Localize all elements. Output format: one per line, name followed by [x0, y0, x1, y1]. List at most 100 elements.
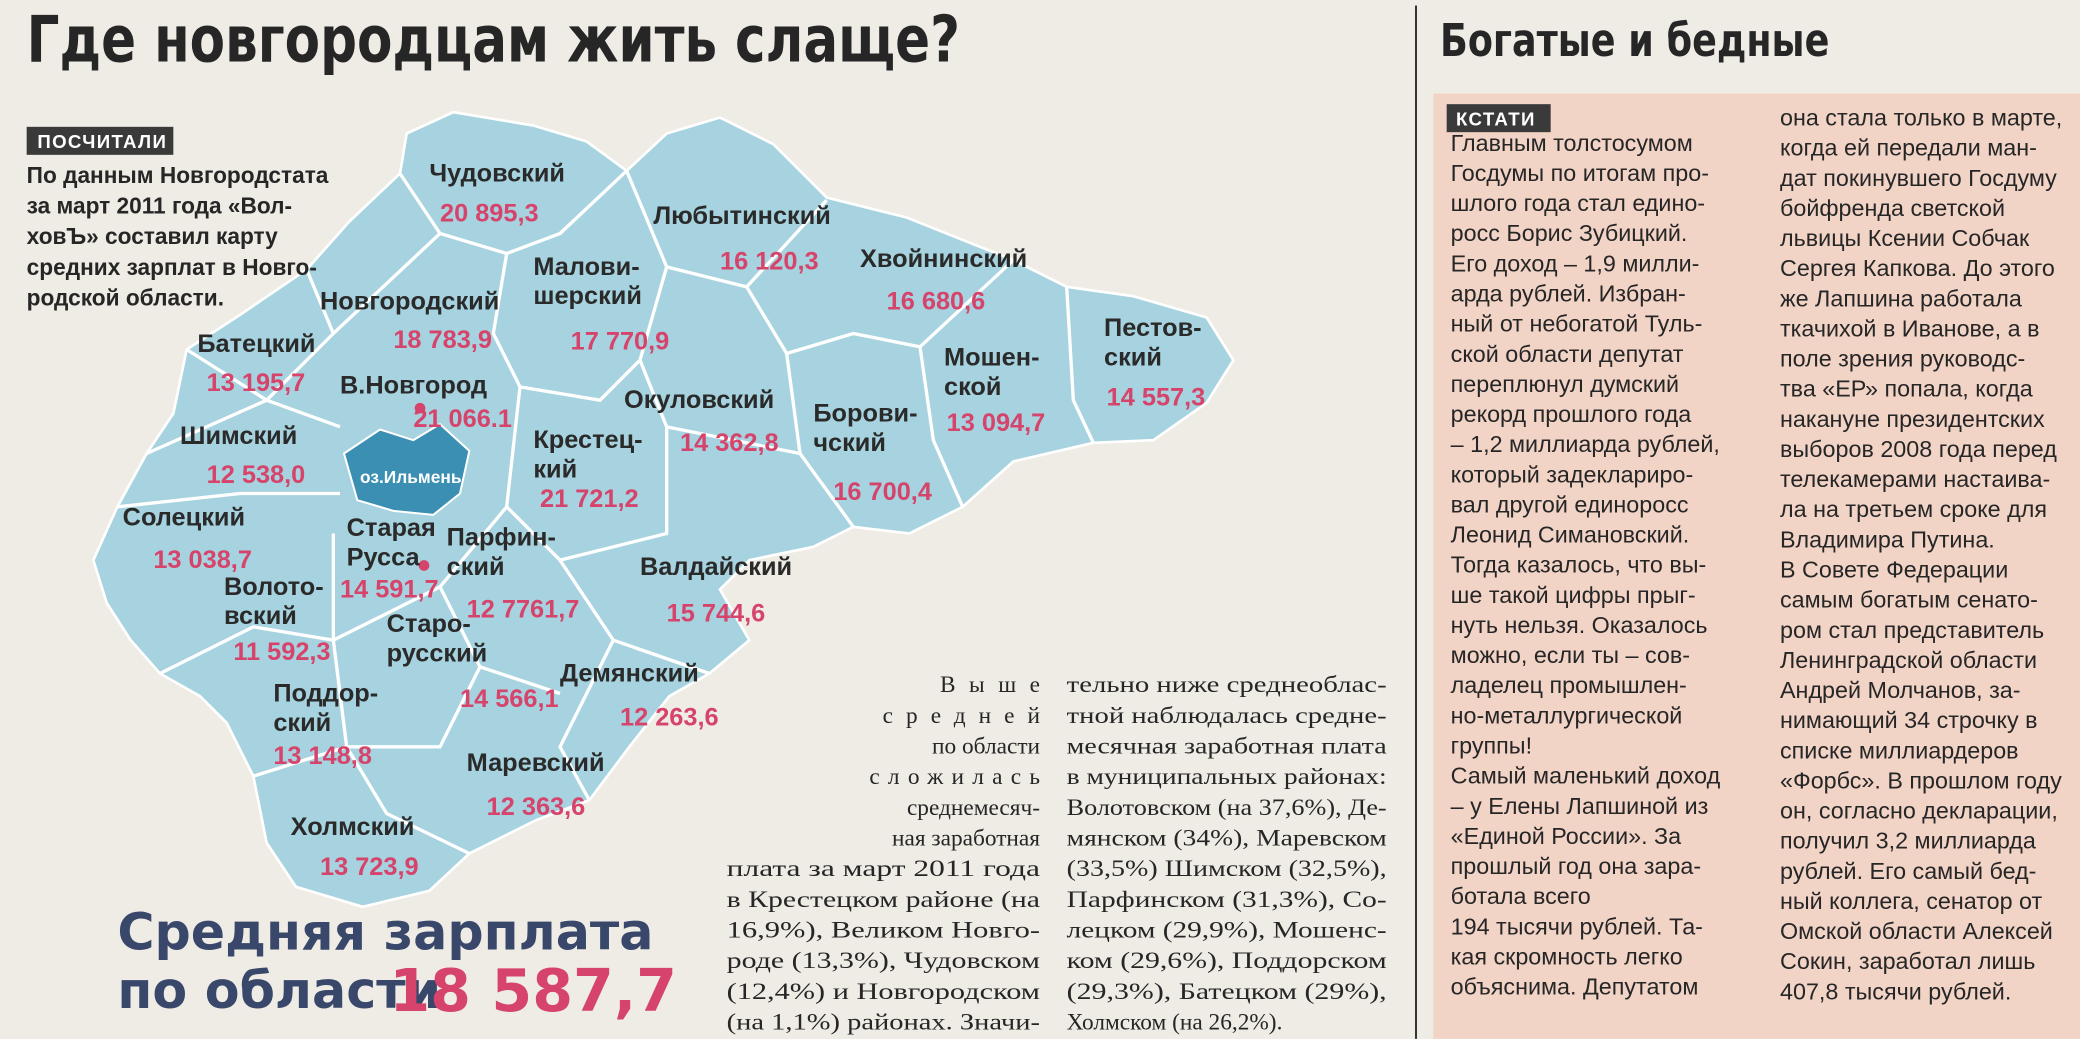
- city-dot: [418, 560, 430, 571]
- district-name: шерский: [533, 282, 642, 310]
- sidebar-line: но-металлургической: [1451, 702, 1683, 728]
- sidebar-line: – у Елены Лапшиной из: [1451, 793, 1709, 819]
- intro-line: ховЪ» составил карту: [27, 223, 279, 249]
- article-line: 16,9%), Великом Новго-: [727, 918, 1040, 944]
- sidebar-line: получил 3,2 миллиарда: [1780, 828, 2036, 854]
- sidebar-line: нимающий 34 строчку в: [1780, 707, 2038, 733]
- sidebar-line: тва «ЕР» попала, когда: [1780, 376, 2033, 402]
- district-name: ский: [1104, 344, 1162, 372]
- district-value: 13 038,7: [153, 546, 252, 574]
- article-line: в муниципальных районах:: [1067, 764, 1387, 790]
- sidebar-line: – 1,2 миллиарда рублей,: [1451, 431, 1720, 457]
- district-name: Солецкий: [123, 504, 245, 532]
- sidebar-line: Госдумы по итогам про-: [1451, 160, 1709, 186]
- district-name: Новгородский: [320, 288, 499, 316]
- district-name: Батецкий: [197, 330, 315, 358]
- article-line: ком (29,6%), Поддорском: [1067, 948, 1387, 974]
- district-name: ский: [273, 709, 331, 737]
- district-value: 20 895,3: [440, 200, 539, 228]
- sidebar-line: кая скромность легко: [1451, 943, 1683, 969]
- district-name: кий: [533, 456, 577, 484]
- sidebar-line: львицы Ксении Собчак: [1780, 225, 2030, 251]
- intro-line: средних зарплат в Новго-: [27, 254, 317, 280]
- district-name: Хвойнинский: [860, 245, 1027, 273]
- lake-label: оз.Ильмень: [360, 467, 461, 487]
- district-value: 21 066.1: [413, 405, 512, 433]
- sidebar-line: «Форбс». В прошлом году: [1780, 767, 2062, 793]
- article-line: (33,5%) Шимском (32,5%),: [1067, 856, 1387, 882]
- sidebar-line: ром стал представитель: [1780, 617, 2044, 643]
- article-line: среднемесяч-: [907, 795, 1040, 821]
- map: [91, 110, 1235, 909]
- district-value: 13 148,8: [273, 742, 372, 770]
- sidebar-line: 407,8 тысячи рублей.: [1780, 978, 2011, 1004]
- sidebar-line: он, согласно декларации,: [1780, 798, 2058, 824]
- sidebar-line: Сергея Капкова. До этого: [1780, 255, 2055, 281]
- district-value: 14 362,8: [680, 429, 779, 457]
- district-value: 13 723,9: [320, 853, 419, 881]
- sidebar-line: Сокин, заработал лишь: [1780, 948, 2035, 974]
- summary-line: по области: [117, 961, 441, 1020]
- lake-ilmen: [342, 422, 471, 516]
- sidebar-line: ла на третьем сроке для: [1780, 496, 2047, 522]
- sidebar-line: накануне президентских: [1780, 406, 2045, 432]
- district-name: Мошен-: [944, 344, 1040, 372]
- district-name: В.Новгород: [340, 372, 487, 400]
- sidebar-line: ный от небогатой Туль-: [1451, 311, 1703, 337]
- sidebar-line: росс Борис Зубицкий.: [1451, 220, 1688, 246]
- district-value: 18 783,9: [393, 326, 492, 354]
- district-borders: [117, 169, 1095, 856]
- sidebar-line: телекамерами настаива-: [1780, 466, 2050, 492]
- sidebar-line: можно, если ты – сов-: [1451, 642, 1690, 668]
- article-line: мянском (34%), Маревском: [1067, 826, 1387, 852]
- sidebar-line: Андрей Молчанов, за-: [1780, 677, 2021, 703]
- sidebar-line: Главным толстосумом: [1451, 130, 1693, 156]
- sidebar-line: шлого года стал едино-: [1451, 190, 1705, 216]
- article-line: роде (13,3%), Чудовском: [727, 948, 1041, 974]
- sidebar-line: когда ей передали ман-: [1780, 135, 2037, 161]
- district-name: Старая: [347, 514, 436, 542]
- article-line: (12,4%) и Новгородском: [727, 979, 1041, 1005]
- article-line: тной наблюдалась средне-: [1067, 703, 1387, 729]
- sidebar-line: бойфренда светской: [1780, 195, 2005, 221]
- district-value: 15 744,6: [667, 600, 766, 628]
- district-value: 14 591,7: [340, 576, 439, 604]
- district-name: Поддор-: [273, 680, 378, 708]
- district-value: 13 094,7: [947, 409, 1046, 437]
- sidebar-line: поле зрения руководс-: [1780, 346, 2025, 372]
- district-name: Окуловский: [624, 386, 774, 414]
- sidebar-line: Омской области Алексей: [1780, 918, 2053, 944]
- sidebar-line: выборов 2008 года перед: [1780, 436, 2057, 462]
- city-dot: [414, 402, 426, 414]
- district-name: Волото-: [224, 573, 324, 601]
- sidebar-line: самым богатым сенато-: [1780, 587, 2038, 613]
- sidebar-line: Владимира Путина.: [1780, 526, 1995, 552]
- sidebar-title: Богатые и бедные: [1440, 14, 1829, 67]
- article-line: средней: [883, 703, 1040, 729]
- article-line: ная заработная: [892, 826, 1040, 852]
- tag-box: [1446, 104, 1551, 133]
- sidebar-line: же Лапшина работала: [1780, 285, 2022, 311]
- sidebar-line: рекорд прошлого года: [1451, 401, 1692, 427]
- region-outline: [91, 110, 1235, 909]
- sidebar-line: Самый маленький доход: [1451, 763, 1721, 789]
- article-line: месячная заработная плата: [1067, 734, 1388, 760]
- district-value: 13 195,7: [207, 369, 306, 397]
- sidebar-tag: КСТАТИ: [1456, 109, 1536, 130]
- district-name: Старо-: [387, 610, 471, 638]
- sidebar-line: нуть нельзя. Оказалось: [1451, 612, 1708, 638]
- intro-line: По данным Новгородстата: [27, 162, 329, 188]
- district-value: 12 263,6: [620, 704, 719, 732]
- tag: ПОСЧИТАЛИ: [37, 131, 167, 152]
- summary-line: Средняя зарплата: [117, 903, 653, 962]
- district-name: Парфин-: [447, 524, 556, 552]
- sidebar-line: Тогда казалось, что вы-: [1451, 552, 1707, 578]
- article-line: сложилась: [869, 764, 1040, 790]
- district-name: Маревский: [467, 749, 605, 777]
- sidebar-line: Леонид Симановский.: [1451, 522, 1690, 548]
- district-value: 16 120,3: [720, 248, 819, 276]
- sidebar-line: рублей. Его самый бед-: [1780, 858, 2036, 884]
- sidebar-box: [1433, 93, 2080, 1039]
- sidebar-line: вал другой единоросс: [1451, 491, 1689, 517]
